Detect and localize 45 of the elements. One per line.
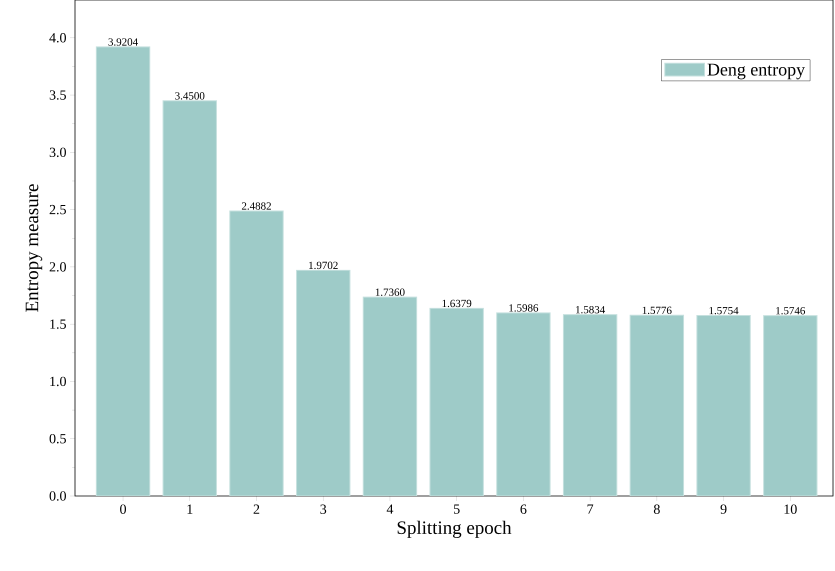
x-tick-label: 1 <box>188 504 192 514</box>
bar <box>430 308 484 496</box>
x-tick-label: 3 <box>320 504 326 514</box>
bar <box>563 314 617 496</box>
x-tick-label: 5 <box>454 504 460 514</box>
y-tick-label: 3.5 <box>50 90 66 100</box>
y-tick-label: 1.0 <box>50 376 66 386</box>
bar <box>696 316 750 496</box>
x-tick-label: 10 <box>784 504 797 514</box>
data-label: 1.5754 <box>709 306 738 314</box>
x-tick-label: 9 <box>720 504 726 514</box>
legend-label: Deng entropy <box>708 64 806 80</box>
data-label: 1.5986 <box>509 304 538 312</box>
bar <box>630 315 684 496</box>
data-label: 3.4500 <box>175 92 204 100</box>
data-label: 3.9204 <box>108 38 138 46</box>
y-tick-label: 2.0 <box>50 262 66 272</box>
y-tick-label: 4.0 <box>49 33 66 43</box>
bar <box>763 315 818 496</box>
data-label: 1.5776 <box>642 306 672 314</box>
bar <box>496 312 550 496</box>
bar <box>363 297 417 496</box>
bar <box>163 100 216 496</box>
x-tick-label: 7 <box>588 504 594 514</box>
data-label: 1.7360 <box>376 288 405 296</box>
y-tick-label: 0.5 <box>50 434 66 444</box>
x-tick-label: 0 <box>120 504 126 514</box>
y-tick-label: 1.5 <box>50 319 66 329</box>
bar <box>96 46 150 496</box>
bar <box>230 210 284 496</box>
data-label: 1.5746 <box>776 307 806 314</box>
x-tick-label: 4 <box>386 504 394 514</box>
data-label: 1.9702 <box>309 262 338 270</box>
data-label: 1.6379 <box>442 300 472 308</box>
y-tick-label: 3.0 <box>50 148 66 158</box>
y-tick-label: 0.0 <box>50 491 66 501</box>
data-label: 2.4882 <box>242 202 271 210</box>
data-label: 1.5834 <box>576 306 606 314</box>
x-tick-label: 2 <box>254 504 260 514</box>
x-axis-title: Splitting epoch <box>398 520 512 538</box>
x-tick-label: 8 <box>654 504 660 514</box>
bar <box>296 270 350 496</box>
y-axis-title: Entropy measure <box>26 184 42 312</box>
y-tick-label: 2.5 <box>50 204 66 214</box>
x-tick-label: 6 <box>520 504 526 514</box>
